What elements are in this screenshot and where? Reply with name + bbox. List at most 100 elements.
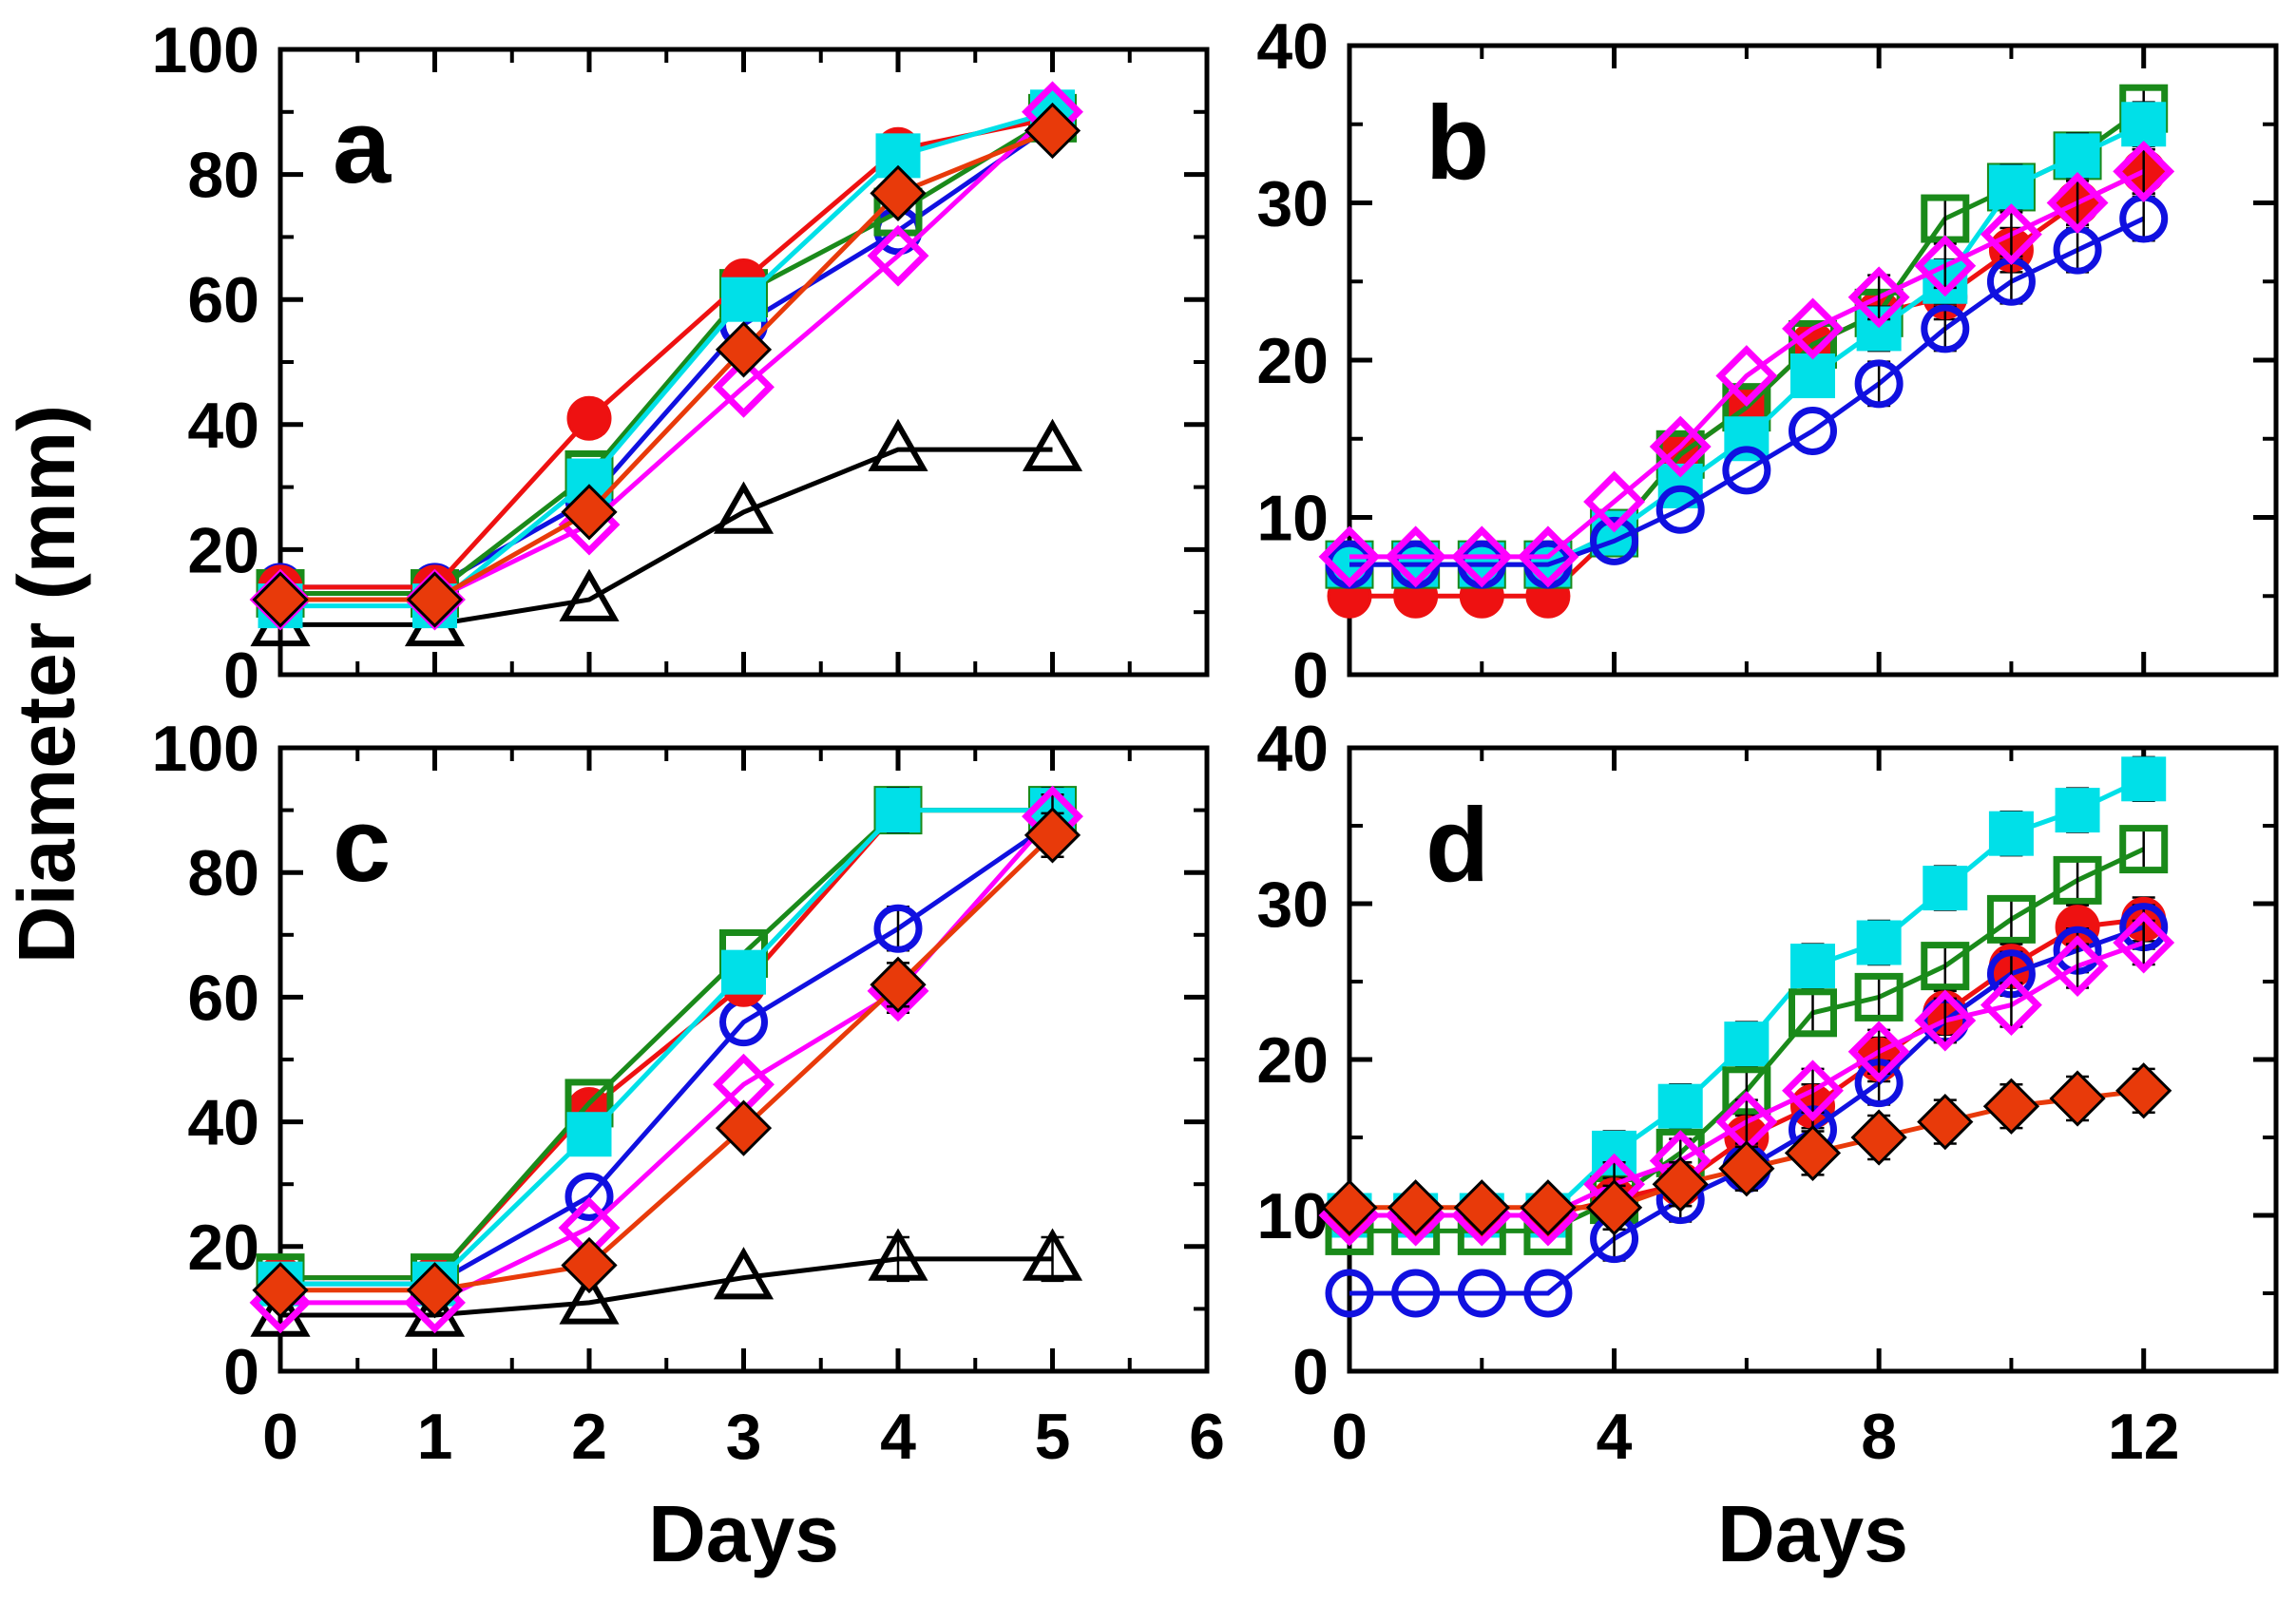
data-point-magenta-diamond	[1385, 525, 1447, 588]
data-point-red-circle	[566, 395, 612, 441]
data-point-cyan-square	[566, 1112, 612, 1157]
x-tick-label: 0	[1331, 1401, 1368, 1473]
data-point-orange-diamond	[2049, 1070, 2106, 1127]
x-tick-label: 8	[1861, 1401, 1897, 1473]
data-point-orange-diamond	[406, 571, 464, 628]
y-tick-label: 10	[1256, 483, 1329, 555]
data-point-magenta-diamond	[1649, 415, 1712, 478]
x-tick-label: 4	[880, 1401, 916, 1473]
data-point-magenta-diamond	[2113, 911, 2175, 974]
data-point-orange-diamond	[1718, 1140, 1775, 1197]
data-point-blue-circle	[1854, 359, 1904, 409]
series-red-circle-line	[280, 808, 1053, 1281]
data-point-black-triangle	[559, 1271, 620, 1325]
data-point-orange-diamond	[406, 1262, 464, 1319]
data-point-cyan-square	[1856, 920, 1902, 965]
data-point-green-square	[1854, 972, 1904, 1022]
y-tick-label: 0	[1292, 1336, 1329, 1408]
y-tick-label: 80	[187, 837, 259, 909]
y-tick-label: 20	[1256, 1024, 1329, 1097]
data-point-blue-circle	[564, 1172, 614, 1221]
data-point-orange-diamond	[715, 1099, 773, 1156]
x-tick-label: 4	[1597, 1401, 1633, 1473]
series-orange-diamond	[1321, 1062, 2172, 1236]
y-axis-title: Diameter (mm)	[2, 405, 91, 964]
data-point-magenta-diamond	[1980, 974, 2042, 1037]
data-point-cyan-square	[2121, 102, 2167, 147]
data-point-green-square	[1986, 894, 2036, 944]
series-red-circle-line	[280, 115, 1053, 590]
data-point-cyan-square	[2055, 788, 2100, 833]
series-black-triangle	[250, 1228, 1083, 1337]
data-point-black-triangle	[559, 568, 620, 621]
x-tick-label: 1	[417, 1401, 453, 1473]
data-point-cyan-square	[721, 949, 766, 995]
series-green-square-line	[280, 808, 1053, 1281]
data-point-magenta-diamond	[1914, 235, 1977, 297]
data-point-magenta-diamond	[1914, 989, 1977, 1052]
data-point-black-triangle	[713, 1247, 775, 1300]
data-point-orange-diamond	[1453, 1179, 1510, 1236]
series-cyan-square-line	[280, 808, 1053, 1287]
data-point-blue-circle	[1523, 1269, 1573, 1318]
data-point-cyan-square	[875, 788, 921, 833]
data-point-orange-diamond	[715, 321, 773, 378]
data-point-green-square	[1789, 988, 1837, 1038]
data-point-cyan-square	[1988, 811, 2034, 856]
data-point-black-triangle	[868, 418, 928, 471]
data-point-magenta-diamond	[1583, 470, 1646, 533]
data-point-orange-diamond	[870, 956, 927, 1013]
data-point-magenta-diamond	[1782, 1060, 1844, 1122]
series-orange-diamond	[252, 807, 1081, 1319]
y-tick-label: 40	[187, 390, 259, 462]
panel-a-label: a	[333, 88, 392, 205]
data-point-cyan-square	[1856, 306, 1902, 352]
panel-d: 0 10 20 30 40 0 4 8 12 Days d	[1256, 713, 2279, 1578]
data-point-black-triangle	[868, 1228, 928, 1281]
x-tick-label: 3	[726, 1401, 762, 1473]
data-point-magenta-diamond	[2113, 140, 2175, 202]
series-magenta-diamond-line	[280, 814, 1055, 1306]
y-tick-label: 20	[187, 514, 259, 586]
data-point-orange-diamond	[252, 571, 309, 628]
data-point-magenta-diamond	[713, 355, 775, 418]
data-point-green-square	[1921, 942, 1970, 991]
series-magenta-diamond-line	[280, 109, 1055, 602]
data-point-orange-diamond	[2115, 1062, 2172, 1119]
data-point-orange-diamond	[1850, 1109, 1907, 1166]
data-point-magenta-diamond	[1715, 345, 1778, 407]
data-point-cyan-square	[721, 277, 766, 322]
data-point-black-triangle	[1022, 418, 1083, 471]
data-point-magenta-diamond	[1517, 525, 1579, 588]
data-point-orange-diamond	[1520, 1179, 1577, 1236]
data-point-orange-diamond	[1917, 1093, 1974, 1151]
data-point-blue-circle	[1655, 485, 1705, 534]
series-green-square-line	[280, 116, 1054, 596]
y-tick-label: 60	[187, 962, 259, 1034]
data-point-orange-diamond	[561, 484, 618, 541]
data-point-orange-diamond	[252, 1262, 309, 1319]
series-orange-diamond	[252, 102, 1081, 628]
data-point-orange-diamond	[870, 164, 927, 221]
data-point-orange-diamond	[1321, 1179, 1378, 1236]
y-tick-label: 0	[223, 1336, 259, 1408]
y-tick-label: 0	[1292, 640, 1329, 712]
data-point-blue-circle	[1590, 516, 1639, 565]
x-tick-label: 12	[2108, 1401, 2180, 1473]
data-point-orange-diamond	[1024, 102, 1081, 160]
y-tick-label: 20	[1256, 325, 1329, 397]
data-point-orange-diamond	[1982, 1078, 2040, 1135]
data-point-magenta-diamond	[1318, 525, 1381, 588]
data-point-magenta-diamond	[1847, 266, 1910, 329]
panel-d-label: d	[1425, 787, 1489, 904]
x-tick-label: 0	[262, 1401, 298, 1473]
series-magenta-diamond-line	[1349, 169, 2145, 560]
data-point-cyan-square	[1657, 1083, 1703, 1129]
series-magenta-diamond	[1318, 140, 2175, 588]
y-tick-label: 20	[187, 1212, 259, 1284]
panel-b: 0 10 20 30 40 b	[1256, 10, 2279, 712]
series-cyan-square-line	[280, 109, 1054, 609]
y-tick-label: 40	[1256, 713, 1329, 785]
data-point-magenta-diamond	[867, 224, 929, 287]
